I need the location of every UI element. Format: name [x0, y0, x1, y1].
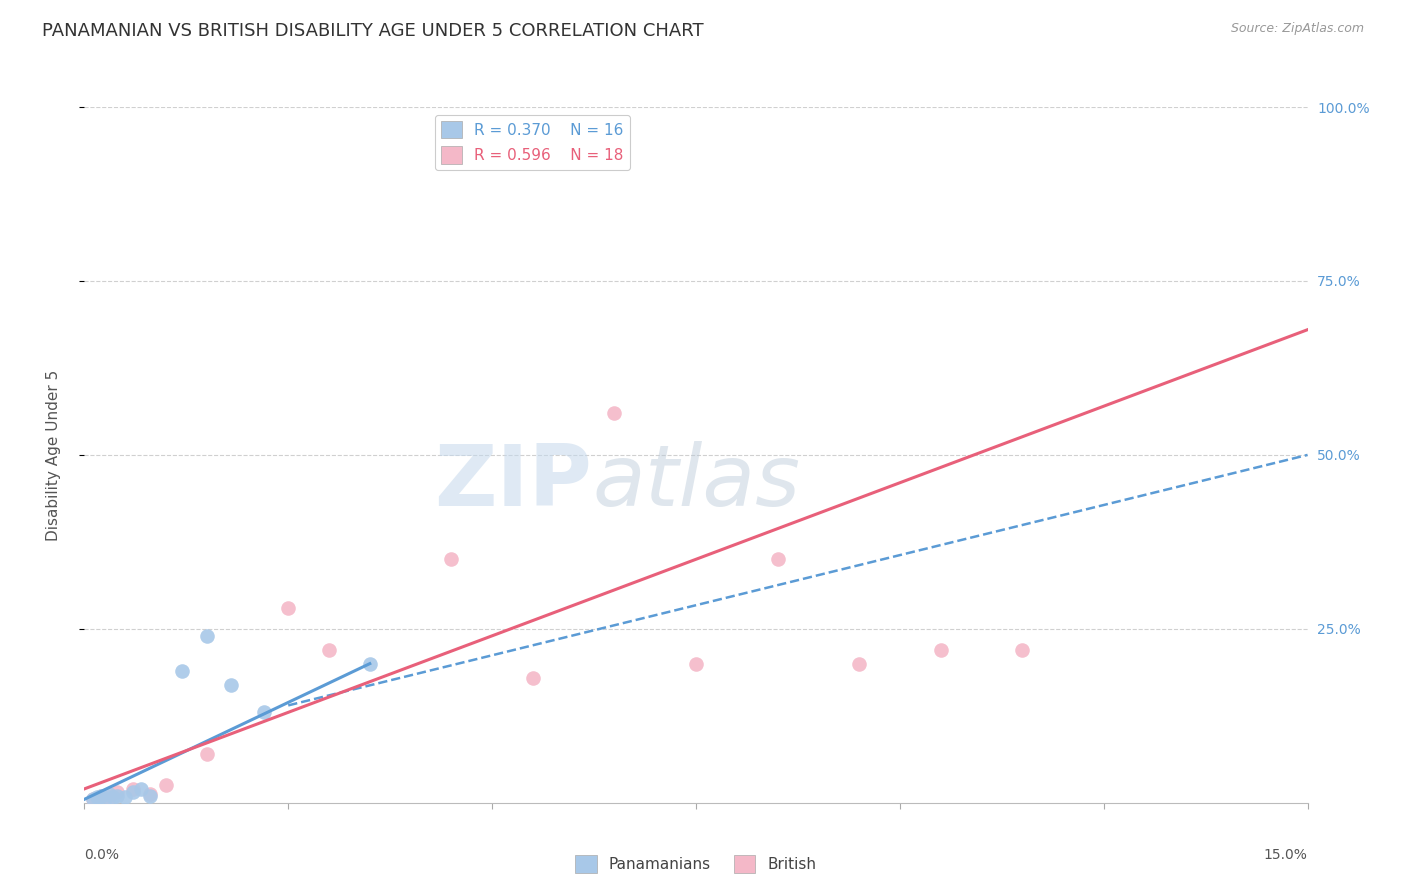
- Y-axis label: Disability Age Under 5: Disability Age Under 5: [46, 369, 60, 541]
- Point: [86, 790, 108, 805]
- Point: [97, 790, 120, 805]
- Text: 0.0%: 0.0%: [84, 848, 120, 862]
- Point: [90, 789, 112, 803]
- Point: [318, 642, 340, 657]
- Point: [105, 789, 128, 803]
- Point: [1011, 642, 1033, 657]
- Text: PANAMANIAN VS BRITISH DISABILITY AGE UNDER 5 CORRELATION CHART: PANAMANIAN VS BRITISH DISABILITY AGE UND…: [42, 22, 704, 40]
- Point: [93, 792, 117, 806]
- Point: [90, 789, 112, 803]
- Point: [253, 706, 276, 720]
- Point: [277, 601, 299, 615]
- Point: [522, 671, 544, 685]
- Point: [685, 657, 707, 671]
- Point: [603, 406, 626, 420]
- Point: [172, 664, 194, 678]
- Point: [122, 785, 145, 799]
- Point: [155, 778, 177, 792]
- Point: [848, 657, 870, 671]
- Legend: Panamanians, British: Panamanians, British: [569, 849, 823, 879]
- Point: [82, 792, 104, 806]
- Point: [131, 781, 153, 796]
- Point: [122, 781, 145, 796]
- Text: atlas: atlas: [592, 442, 800, 524]
- Text: Source: ZipAtlas.com: Source: ZipAtlas.com: [1230, 22, 1364, 36]
- Point: [82, 792, 104, 806]
- Point: [195, 747, 218, 761]
- Point: [97, 788, 120, 802]
- Point: [440, 552, 463, 566]
- Point: [359, 657, 381, 671]
- Point: [101, 790, 124, 805]
- Point: [929, 642, 952, 657]
- Point: [219, 677, 242, 691]
- Point: [138, 789, 160, 803]
- Point: [114, 790, 136, 805]
- Text: ZIP: ZIP: [434, 442, 592, 524]
- Text: 15.0%: 15.0%: [1264, 848, 1308, 862]
- Point: [195, 629, 218, 643]
- Point: [766, 552, 789, 566]
- Point: [105, 785, 128, 799]
- Point: [138, 788, 160, 802]
